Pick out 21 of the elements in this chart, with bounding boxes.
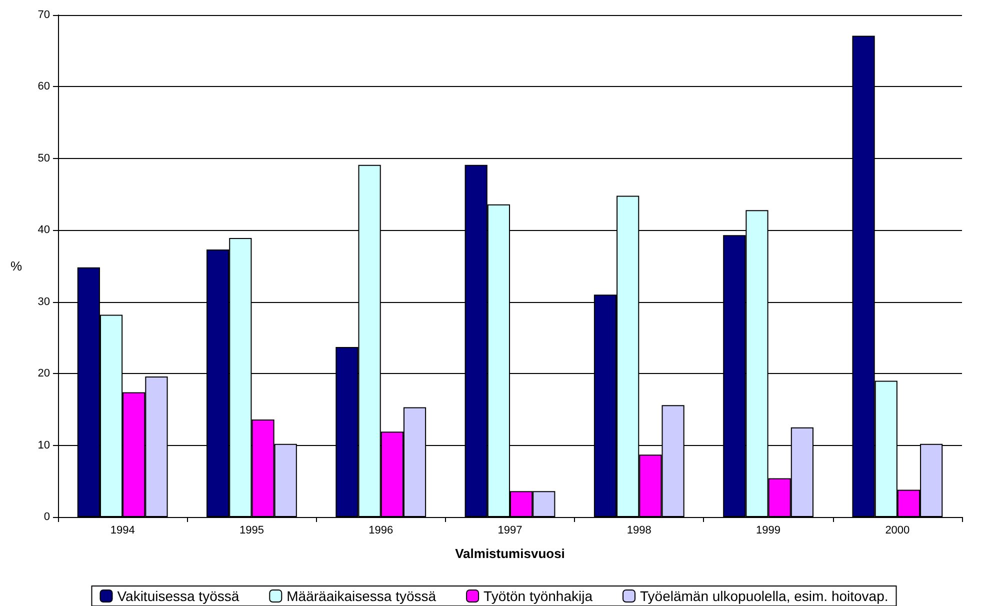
x-tick-label: 1998: [626, 524, 652, 536]
y-tick-label: 50: [38, 152, 50, 164]
y-tick-label: 40: [38, 224, 50, 236]
x-tick-label: 1996: [368, 524, 394, 536]
y-tick-label: 20: [38, 368, 50, 380]
x-tick-label: 2000: [885, 524, 910, 536]
legend-label: Määräaikaisessa työssä: [286, 588, 436, 604]
y-tick-label: 0: [44, 511, 50, 523]
legend-label: Työelämän ulkopuolella, esim. hoitovap.: [640, 588, 888, 604]
y-axis-title: %: [10, 258, 22, 274]
legend-label: Työtön työnhakija: [484, 588, 593, 604]
y-tick-label: 10: [38, 439, 50, 452]
x-tick-label: 1999: [756, 524, 781, 536]
y-tick-label: 70: [38, 9, 50, 21]
x-tick-label: 1994: [110, 524, 135, 536]
y-tick-label: 60: [38, 80, 50, 93]
y-tick-label: 30: [38, 296, 50, 308]
x-tick-label: 1995: [239, 524, 264, 536]
x-axis-title: Valmistumisvuosi: [455, 546, 565, 561]
x-tick-label: 1997: [498, 524, 522, 536]
legend-label: Vakituisessa työssä: [117, 588, 240, 604]
